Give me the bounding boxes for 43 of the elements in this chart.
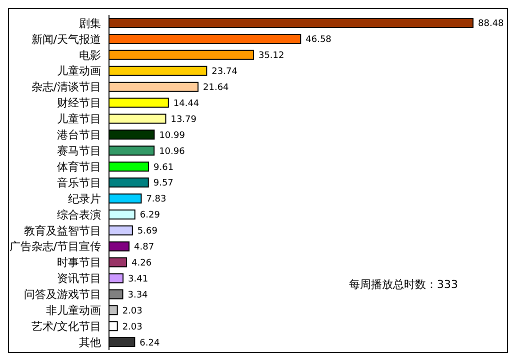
data-label: 4.26 xyxy=(132,258,152,268)
data-label: 4.87 xyxy=(134,242,154,253)
y-tick-label: 财经节目 xyxy=(57,96,101,110)
data-label: 13.79 xyxy=(170,114,197,125)
y-tick-label: 剧集 xyxy=(79,16,101,30)
data-label: 7.83 xyxy=(146,194,166,205)
y-tick-label: 艺术/文化节目 xyxy=(31,320,101,333)
data-label: 10.96 xyxy=(159,146,186,157)
y-tick-label: 时事节目 xyxy=(57,256,101,270)
y-tick-label: 广告杂志/节目宣传 xyxy=(9,240,101,254)
y-tick-label: 体育节目 xyxy=(57,160,101,174)
data-label: 5.69 xyxy=(137,226,158,237)
data-label: 9.57 xyxy=(153,178,174,189)
data-label: 2.03 xyxy=(122,322,142,332)
y-tick-label: 儿童节目 xyxy=(57,112,101,126)
data-label: 2.03 xyxy=(122,306,142,316)
y-tick-label: 纪录片 xyxy=(68,192,101,206)
y-tick-label: 其他 xyxy=(79,336,101,349)
data-label: 6.24 xyxy=(140,338,160,348)
data-label: 9.61 xyxy=(154,162,174,173)
y-tick-label: 教育及益智节目 xyxy=(24,224,101,238)
data-label: 10.99 xyxy=(159,130,186,141)
annotation: 每周播放总时数：333 xyxy=(349,277,458,292)
y-tick-label: 资讯节目 xyxy=(57,272,101,286)
y-tick-label: 问答及游戏节目 xyxy=(24,288,101,302)
data-label: 3.34 xyxy=(128,290,148,300)
y-tick-label: 儿童动画 xyxy=(57,64,101,78)
y-tick-label: 音乐节目 xyxy=(57,176,101,190)
y-tick-label: 港台节目 xyxy=(57,128,101,142)
data-label: 3.41 xyxy=(128,274,148,284)
data-label: 35.12 xyxy=(258,51,284,62)
y-tick-label: 赛马节目 xyxy=(57,144,101,158)
data-label: 88.48 xyxy=(478,19,504,30)
y-tick-label: 综合表演 xyxy=(57,208,101,222)
data-label: 14.44 xyxy=(173,98,200,109)
y-tick-label: 新闻/天气报道 xyxy=(31,32,101,46)
data-label: 6.29 xyxy=(140,210,160,221)
y-tick-label: 非儿童动画 xyxy=(46,304,101,318)
y-tick-label: 电影 xyxy=(79,48,101,62)
data-label: 21.64 xyxy=(203,83,230,94)
data-label: 23.74 xyxy=(212,67,238,78)
y-tick-label: 杂志/清谈节目 xyxy=(31,80,101,94)
data-label: 46.58 xyxy=(306,35,332,46)
